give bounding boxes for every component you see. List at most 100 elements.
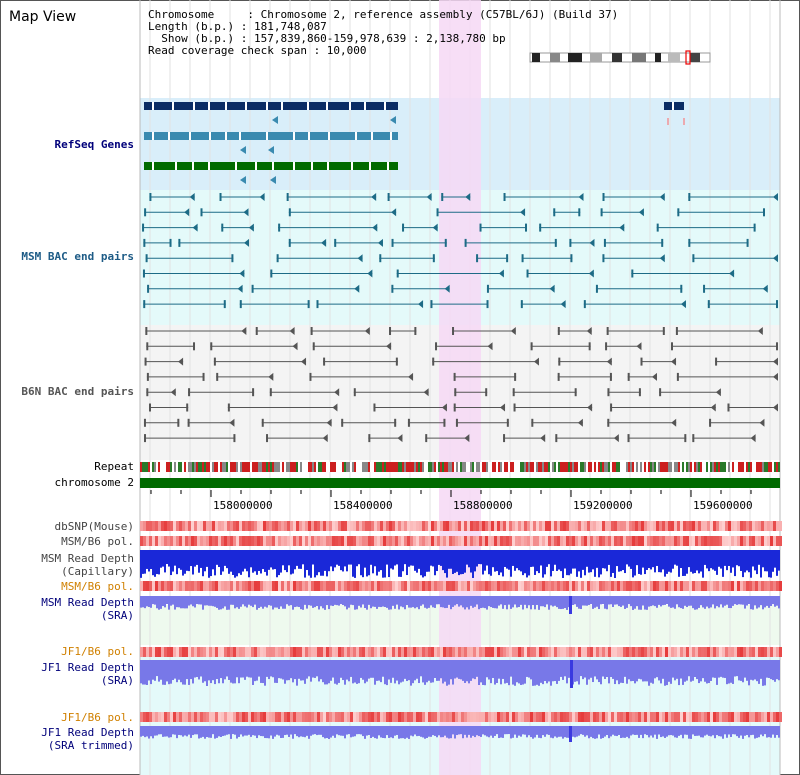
msm-depth-sra-bar (358, 596, 360, 606)
repeat-feature (768, 462, 770, 472)
jf1-depth-trimmed-bar (356, 726, 358, 735)
jf1-depth-trimmed-bar (638, 726, 640, 738)
msm-b6-pol-2-cell (503, 581, 506, 591)
jf1-depth-sra-bar (684, 660, 686, 682)
msm-depth-capillary-bar (464, 550, 466, 573)
jf1-depth-sra-bar (624, 660, 626, 677)
repeat-feature (222, 462, 224, 472)
jf1-b6-pol-cell (449, 647, 452, 657)
msm-depth-capillary-bar (144, 550, 146, 574)
repeat-feature (534, 462, 536, 472)
msm-b6-pol-cell (491, 536, 494, 546)
repeat-feature (686, 462, 688, 472)
repeat-feature (736, 462, 738, 472)
jf1-depth-trimmed-bar (524, 726, 526, 735)
jf1-depth-sra-bar (152, 660, 154, 680)
jf1-b6-pol-cell (332, 647, 335, 657)
msm-depth-capillary-bar (430, 550, 432, 566)
repeat-feature (468, 462, 470, 472)
msm-depth-capillary-bar (702, 550, 704, 578)
msm-depth-sra-bar (418, 596, 420, 610)
b6n-bac-pair-arrow (586, 327, 592, 335)
jf1-b6-pol-cell (668, 647, 671, 657)
dbsnp-cell (539, 521, 542, 531)
jf1-depth-trimmed-bar (506, 726, 508, 735)
jf1-depth-trimmed-bar (706, 726, 708, 735)
msm-depth-capillary-bar (542, 550, 544, 578)
dbsnp-label[interactable]: dbSNP(Mouse) (54, 520, 134, 533)
jf1-depth-sra-bar (522, 660, 524, 685)
jf1-depth-trimmed-bar (434, 726, 436, 736)
msm-b6-pol-label[interactable]: MSM/B6 pol. (61, 535, 134, 548)
b6n-bac-label[interactable]: B6N BAC end pairs (21, 385, 134, 398)
msm-depth-sra-bar (256, 596, 258, 610)
jf1-b6-pol-2-cell (515, 712, 518, 722)
b6n-bac-pair-end (709, 418, 712, 427)
msm-depth-sra-label[interactable]: MSM Read Depth (SRA) (41, 596, 134, 622)
jf1-depth-trimmed-bar (248, 726, 250, 735)
repeat-feature (732, 462, 734, 472)
jf1-depth-sra-bar (410, 660, 412, 686)
msm-b6-pol-2-cell (281, 581, 284, 591)
jf1-depth-sra-bar (146, 660, 148, 685)
msm-bac-pair-arrow (773, 193, 778, 201)
jf1-depth-sra-bar (618, 660, 620, 685)
jf1-depth-trimmed-bar (226, 726, 228, 735)
repeat-label[interactable]: Repeat (94, 460, 134, 473)
repeat-feature (328, 462, 330, 472)
msm-depth-sra-bar (428, 596, 430, 608)
b6n-bac-pair-arrow (636, 342, 642, 351)
jf1-b6-pol-cell (659, 647, 662, 657)
msm-depth-sra-bar (554, 596, 556, 606)
dbsnp-cell (566, 521, 569, 531)
jf1-depth-trimmed-bar (604, 726, 606, 737)
dbsnp-cell (701, 521, 704, 531)
dbsnp-cell (290, 521, 293, 531)
jf1-b6-pol-2-cell (464, 712, 467, 722)
msm-depth-capillary-bar (460, 550, 462, 575)
msm-depth-capillary-bar (458, 550, 460, 576)
repeat-feature (542, 462, 544, 472)
msm-bac-label[interactable]: MSM BAC end pairs (21, 250, 134, 263)
dbsnp-cell (761, 521, 764, 531)
repeat-feature (596, 462, 598, 472)
chromosome-line: Chromosome : Chromosome 2, reference ass… (148, 8, 619, 21)
msm-bac-pair-end (578, 208, 581, 217)
msm-depth-capillary-label[interactable]: MSM Read Depth (Capillary) (41, 552, 134, 578)
refseq-genes-label[interactable]: RefSeq Genes (54, 138, 134, 151)
msm-depth-capillary-bar (276, 550, 278, 578)
jf1-b6-pol-2-cell (455, 712, 458, 722)
msm-b6-pol-2-label[interactable]: MSM/B6 pol. (61, 580, 134, 593)
msm-b6-pol-2-cell (419, 581, 422, 591)
repeat-feature (310, 462, 312, 472)
msm-depth-capillary-bar (194, 550, 196, 567)
msm-depth-capillary-bar (694, 550, 696, 574)
jf1-depth-trimmed-bar (176, 726, 178, 739)
jf1-b6-pol-2-cell (578, 712, 581, 722)
jf1-depth-trimmed-label[interactable]: JF1 Read Depth (SRA trimmed) (41, 726, 134, 752)
jf1-depth-trimmed-bar (424, 726, 426, 739)
dbsnp-cell (206, 521, 209, 531)
msm-bac-pair-end (677, 208, 680, 217)
repeat-feature (198, 462, 200, 472)
jf1-b6-pol-2-label[interactable]: JF1/B6 pol. (61, 711, 134, 724)
msm-b6-pol-cell (749, 536, 752, 546)
jf1-b6-pol-2-cell (644, 712, 647, 722)
jf1-b6-pol-cell (482, 647, 485, 657)
msm-b6-pol-2-cell (392, 581, 395, 591)
jf1-depth-trimmed-bar (146, 726, 148, 737)
jf1-b6-pol-label[interactable]: JF1/B6 pol. (61, 645, 134, 658)
msm-b6-pol-cell (332, 536, 335, 546)
msm-b6-pol-2-cell (389, 581, 392, 591)
msm-depth-sra-bar (676, 596, 678, 605)
repeat-feature (502, 462, 504, 472)
msm-depth-capillary-bar (334, 550, 336, 568)
msm-depth-capillary-bar (724, 550, 726, 566)
msm-depth-capillary-bar (140, 550, 142, 578)
msm-b6-pol-cell (773, 536, 776, 546)
msm-b6-pol-cell (641, 536, 644, 546)
jf1-depth-sra-label[interactable]: JF1 Read Depth (SRA) (41, 661, 134, 687)
dbsnp-cell (734, 521, 737, 531)
msm-b6-pol-2-cell (413, 581, 416, 591)
